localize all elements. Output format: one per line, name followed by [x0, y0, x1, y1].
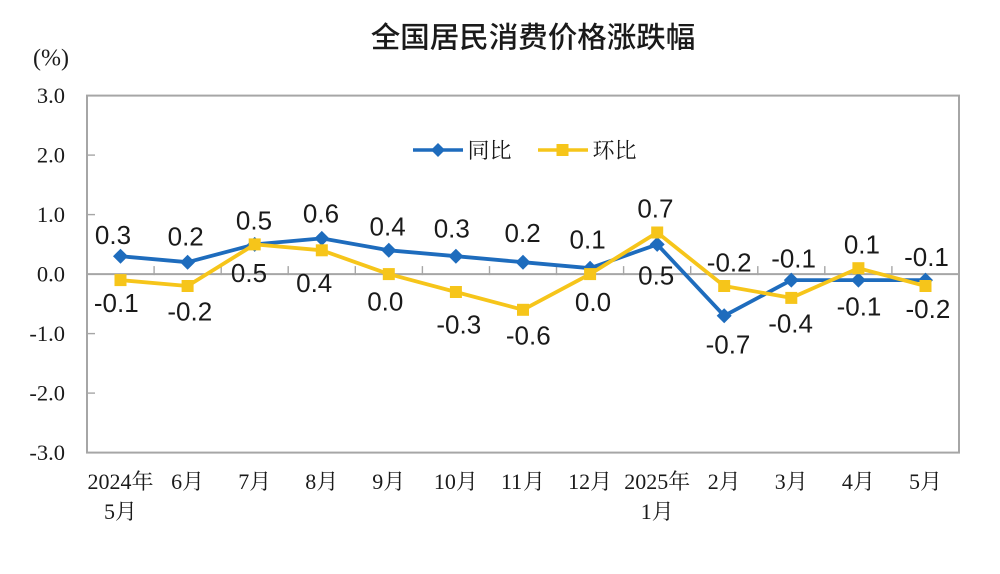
svg-text:8: 8 — [305, 469, 316, 494]
svg-text:0.3: 0.3 — [95, 220, 131, 250]
svg-text:-0.4: -0.4 — [768, 309, 813, 339]
svg-text:-0.2: -0.2 — [167, 297, 212, 327]
svg-text:0.5: 0.5 — [236, 206, 272, 236]
svg-text:-0.6: -0.6 — [506, 321, 551, 351]
svg-text:1.0: 1.0 — [37, 202, 65, 227]
svg-text:-0.1: -0.1 — [771, 244, 816, 274]
svg-text:-2.0: -2.0 — [29, 381, 65, 406]
svg-text:0.0: 0.0 — [575, 287, 611, 317]
svg-text:2024: 2024 — [88, 469, 132, 494]
svg-text:-0.3: -0.3 — [436, 310, 481, 340]
svg-text:0.0: 0.0 — [367, 287, 403, 317]
svg-text:0.5: 0.5 — [638, 261, 674, 291]
svg-text:-0.1: -0.1 — [94, 288, 139, 318]
svg-text:10: 10 — [434, 469, 456, 494]
svg-text:0.1: 0.1 — [570, 225, 606, 255]
svg-text:0.7: 0.7 — [637, 194, 673, 224]
svg-text:5: 5 — [909, 469, 920, 494]
svg-text:2025: 2025 — [624, 469, 668, 494]
svg-text:12: 12 — [568, 469, 590, 494]
svg-text:2: 2 — [708, 469, 719, 494]
svg-text:7: 7 — [238, 469, 249, 494]
svg-text:(%): (%) — [33, 46, 69, 72]
svg-text:3.0: 3.0 — [37, 83, 65, 108]
svg-text:-0.7: -0.7 — [706, 330, 751, 360]
svg-text:0.6: 0.6 — [303, 199, 339, 229]
svg-text:2.0: 2.0 — [37, 143, 65, 168]
svg-text:-0.2: -0.2 — [707, 248, 752, 278]
svg-text:0.2: 0.2 — [505, 218, 541, 248]
svg-text:0.0: 0.0 — [37, 262, 65, 287]
svg-text:-0.1: -0.1 — [904, 242, 949, 272]
svg-text:0.1: 0.1 — [844, 230, 880, 260]
svg-text:-3.0: -3.0 — [29, 440, 65, 465]
svg-text:0.4: 0.4 — [296, 268, 332, 298]
svg-text:0.3: 0.3 — [434, 214, 470, 244]
svg-text:11: 11 — [501, 469, 522, 494]
svg-text:-1.0: -1.0 — [29, 321, 65, 346]
svg-text:1: 1 — [641, 499, 652, 524]
svg-text:4: 4 — [842, 469, 853, 494]
svg-text:-0.1: -0.1 — [837, 291, 882, 321]
svg-text:0.5: 0.5 — [231, 258, 267, 288]
svg-text:9: 9 — [372, 469, 383, 494]
svg-text:-0.2: -0.2 — [905, 294, 950, 324]
svg-text:6: 6 — [171, 469, 182, 494]
svg-text:0.2: 0.2 — [168, 222, 204, 252]
svg-text:3: 3 — [775, 469, 786, 494]
svg-text:5: 5 — [104, 499, 115, 524]
svg-text:0.4: 0.4 — [370, 212, 406, 242]
